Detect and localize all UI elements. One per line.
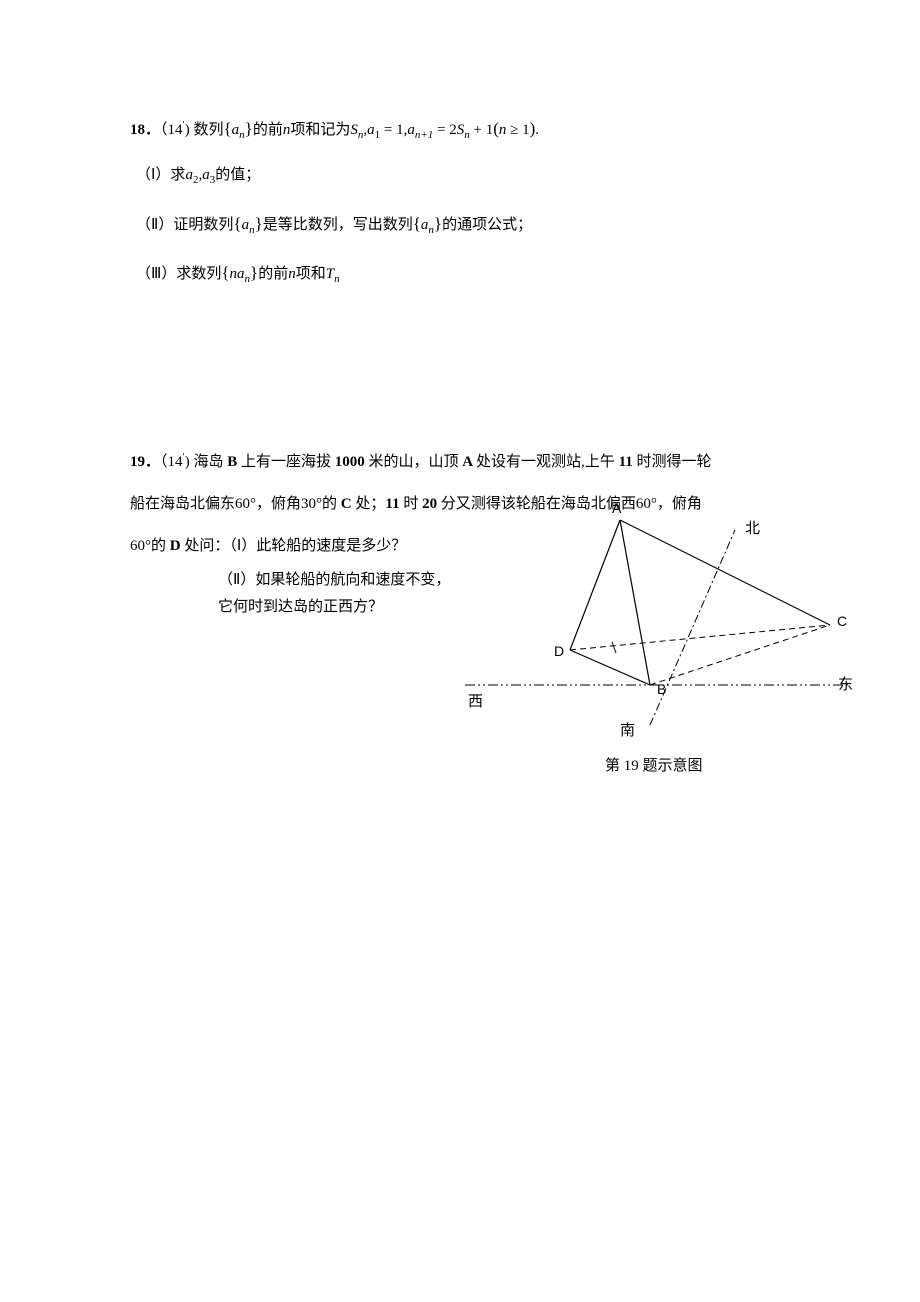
brace-open-3: { [413, 214, 421, 233]
fig-label-west: 西 [468, 690, 483, 711]
problem-18: 18．（14′) 数列{an}的前n项和记为Sn,a1 = 1,an+1 = 2… [130, 110, 790, 291]
diagram-svg [460, 495, 860, 755]
paren-open-19: （ [160, 454, 168, 470]
fig-label-D: D [554, 643, 564, 659]
p1-a2: a [185, 167, 193, 183]
T-var: T [326, 266, 334, 282]
A-label: A [459, 454, 477, 470]
paren-close-19: ) [185, 454, 190, 470]
fig-label-south: 南 [620, 719, 635, 740]
t5: 时测得一轮 [637, 454, 712, 470]
ang60c: 60 [130, 538, 145, 554]
part2-mid: 是等比数列，写出数列 [263, 217, 413, 233]
problem-18-statement: 18．（14′) 数列{an}的前n项和记为Sn,a1 = 1,an+1 = 2… [130, 110, 790, 147]
ang60a: 60 [235, 496, 250, 512]
seq-var-2: a [242, 217, 250, 233]
part3-sum: 项和 [296, 266, 326, 282]
cond-ge: ≥ 1 [506, 122, 529, 138]
points-value-19: 14 [168, 454, 183, 470]
brace-open-2: { [233, 214, 241, 233]
t9: 处； [355, 496, 385, 512]
t3: 米的山，山顶 [369, 454, 459, 470]
alt: 1000 [331, 454, 369, 470]
T-sub: n [334, 273, 340, 285]
brace-close-4: } [250, 263, 258, 282]
intro-text-c: 项和记为 [290, 122, 350, 138]
q1: 处问：（Ⅰ）此轮船的速度是多少？ [184, 538, 406, 554]
problem-18-part1: （Ⅰ）求a2,a3的值； [130, 159, 790, 192]
C-label: C [337, 496, 355, 512]
S-var: S [350, 122, 358, 138]
B-label: B [223, 454, 241, 470]
paren-open: （ [160, 122, 168, 138]
intro-text-a: 数列 [193, 122, 223, 138]
time2: 11 [385, 496, 403, 512]
figure-caption: 第 19 题示意图 [605, 754, 703, 775]
problem-number-19: 19． [130, 454, 160, 470]
an1: a [407, 122, 415, 138]
fig-label-east: 东 [838, 673, 853, 694]
a1: a [367, 122, 375, 138]
t1: 海岛 [193, 454, 223, 470]
eq2: = 2 [433, 122, 456, 138]
paren-close: ) [185, 122, 190, 138]
problem-18-part2: （Ⅱ）证明数列{an}是等比数列，写出数列{an}的通项公式； [130, 205, 790, 242]
figure-19: A B C D 北 南 东 西 第 19 题示意图 [460, 495, 860, 775]
t4: 处设有一观测站,上午 [476, 454, 615, 470]
brace-close: } [245, 119, 253, 138]
part3-n: n [288, 266, 296, 282]
plus1: + 1 [470, 122, 493, 138]
fig-label-C: C [837, 613, 847, 629]
points-value: 14 [168, 122, 183, 138]
t8: 的 [322, 496, 337, 512]
eq1: = 1, [380, 122, 407, 138]
brace-open: { [223, 119, 231, 138]
part3-label: （Ⅲ）求数列 [136, 266, 221, 282]
fig-label-north: 北 [745, 517, 760, 538]
problem-number: 18． [130, 122, 160, 138]
brace-open-4: { [221, 263, 229, 282]
t13: 的 [151, 538, 166, 554]
t2: 上有一座海拔 [241, 454, 331, 470]
ang30: 30 [301, 496, 316, 512]
brace-close-3: } [434, 214, 442, 233]
intro-text-b: 的前 [253, 122, 283, 138]
fig-label-A: A [612, 500, 621, 516]
na-var: na [230, 266, 245, 282]
brace-close-2: } [255, 214, 263, 233]
part2-end: 的通项公式； [442, 217, 532, 233]
t6: 船在海岛北偏东 [130, 496, 235, 512]
t10: 时 [403, 496, 418, 512]
period: . [535, 122, 539, 138]
p1-a3: a [202, 167, 210, 183]
problem-18-part3: （Ⅲ）求数列{nan}的前n项和Tn [130, 254, 790, 291]
an1-sub: n+1 [415, 129, 433, 141]
fig-label-B: B [657, 681, 666, 697]
part3-mid: 的前 [258, 266, 288, 282]
t7: ，俯角 [256, 496, 301, 512]
part1-label: （Ⅰ）求 [136, 167, 185, 183]
p1-end: 的值； [215, 167, 260, 183]
part2-label: （Ⅱ）证明数列 [136, 217, 233, 233]
D-label: D [166, 538, 184, 554]
spacer [130, 331, 790, 441]
time1: 11 [615, 454, 637, 470]
min: 20 [418, 496, 441, 512]
